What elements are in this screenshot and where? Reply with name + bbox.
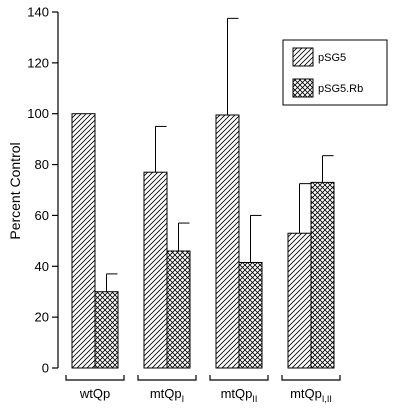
bar-psg5 [287,232,312,369]
category-bracket [281,375,341,381]
x-axis: wtQp mtQpI mtQpII mtQpI,II [65,375,341,404]
bar-psg5-rb [94,291,119,369]
legend-swatch-pSG5 [292,47,314,67]
category-label: wtQp [79,386,110,401]
y-tick-label: 60 [35,208,49,223]
category-label: mtQpI,II [290,386,332,404]
category-label: mtQpI [150,386,184,404]
bar-psg5 [143,171,168,369]
bar-psg5-rb [166,250,191,369]
bar-psg5 [215,114,240,369]
category-bracket [65,375,125,381]
y-tick-label: 140 [27,5,49,20]
y-tick-label: 80 [35,157,49,172]
legend-label-pSG5: pSG5 [318,52,346,64]
category-bracket [209,375,269,381]
legend-swatch-pSG5-Rb [292,78,314,98]
legend-label-pSG5-Rb: pSG5.Rb [318,83,363,95]
y-tick-label: 40 [35,259,49,274]
bars [71,17,335,369]
category-bracket [137,375,197,381]
y-tick-label: 0 [42,361,49,376]
y-tick-label: 20 [35,310,49,325]
bar-psg5-rb [238,261,263,369]
y-tick-label: 100 [27,106,49,121]
bar-psg5-rb [310,181,335,369]
legend: pSG5 pSG5.Rb [282,39,388,106]
bar-psg5 [71,113,96,369]
y-axis: 0 20 40 60 80 100 120 140 [27,5,59,376]
category-label: mtQpII [221,386,258,404]
y-tick-label: 120 [27,55,49,70]
y-axis-title: Percent Control [7,142,23,239]
